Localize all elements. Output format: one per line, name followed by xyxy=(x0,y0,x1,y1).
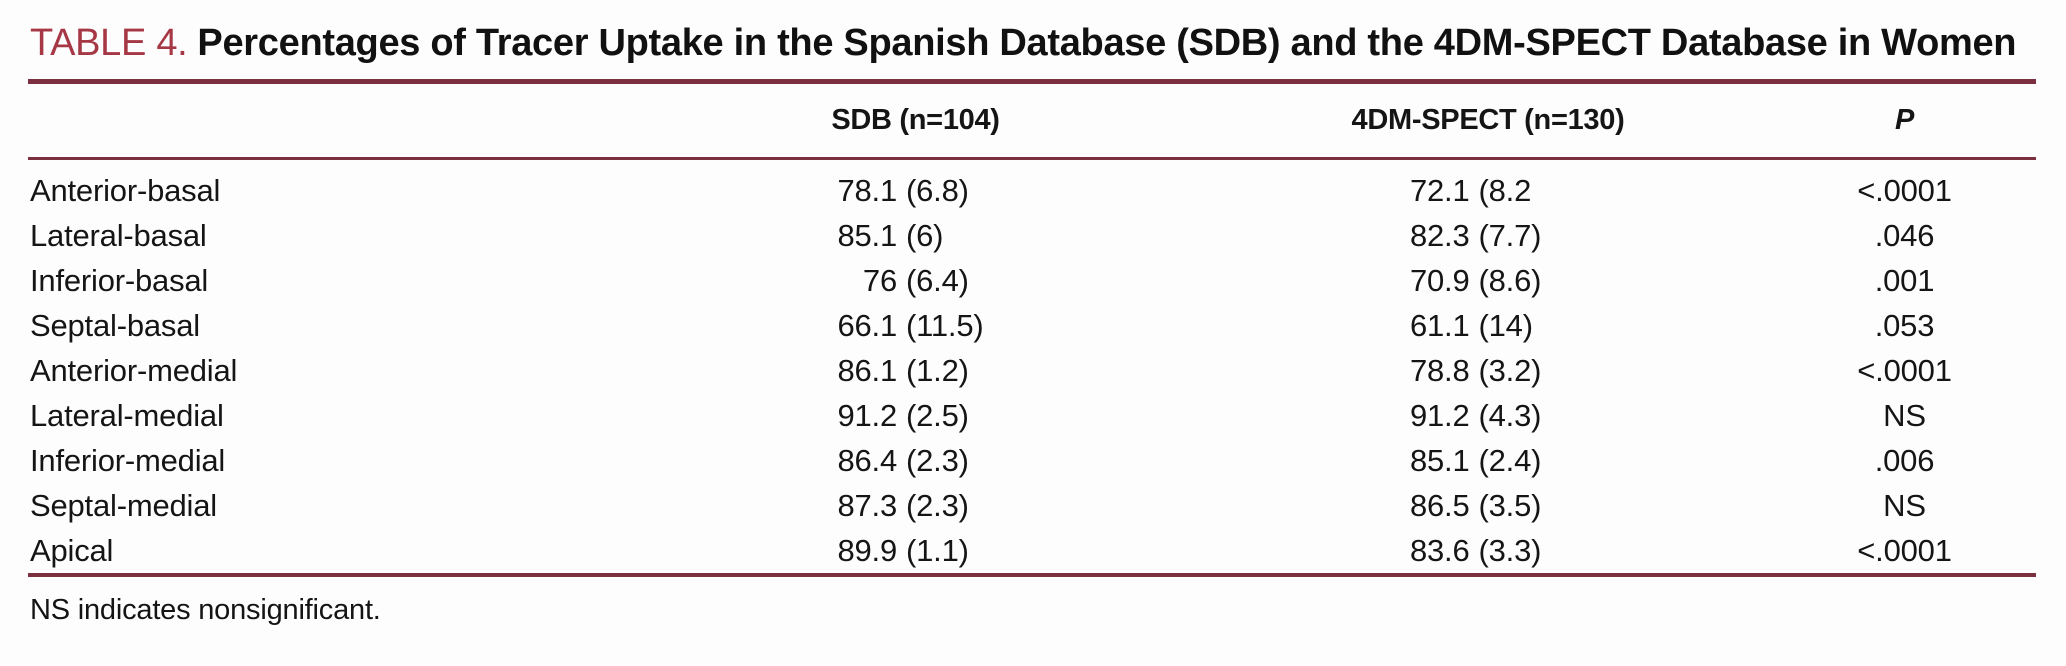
bottom-rule xyxy=(28,573,2036,577)
header-sdb: SDB (n=104) xyxy=(628,84,1203,160)
p-value: <.0001 xyxy=(1857,172,1952,208)
sdb-value: 78.1 (6.8) xyxy=(628,159,1203,214)
sdb-mean: 85.1 xyxy=(837,217,897,253)
header-region xyxy=(28,84,628,160)
sdb-sd: (11.5) xyxy=(906,307,984,343)
sdb-sd: (6.8) xyxy=(906,172,969,208)
sdb-mean: 87.3 xyxy=(837,487,897,523)
dm-sd: (4.3) xyxy=(1478,397,1542,433)
dm-sd: (3.2) xyxy=(1478,352,1542,388)
sdb-value: 86.1 (1.2) xyxy=(628,348,1203,393)
row-label: Septal-medial xyxy=(30,487,217,523)
sdb-value: 89.9 (1.1) xyxy=(628,528,1203,573)
dm-value: 78.8 (3.2) xyxy=(1203,348,1773,393)
p-value: .053 xyxy=(1874,307,1935,343)
sdb-mean: 86.1 xyxy=(837,352,897,388)
sdb-mean: 76 xyxy=(862,262,897,298)
sdb-mean: 89.9 xyxy=(837,532,897,568)
dm-value: 61.1 (14) xyxy=(1203,303,1773,348)
dm-value: 72.1 (8.2 xyxy=(1203,159,1773,214)
sdb-sd: (2.5) xyxy=(906,397,969,433)
table-title: Percentages of Tracer Uptake in the Span… xyxy=(197,22,2017,64)
dm-sd: (3.5) xyxy=(1478,487,1542,523)
sdb-value: 85.1 (6) xyxy=(628,213,1203,258)
dm-value: 91.2 (4.3) xyxy=(1203,393,1773,438)
sdb-value: 91.2 (2.5) xyxy=(628,393,1203,438)
sdb-sd: (6) xyxy=(906,217,944,253)
sdb-value: 86.4 (2.3) xyxy=(628,438,1203,483)
sdb-mean: 66.1 xyxy=(837,307,897,343)
dm-sd: (2.4) xyxy=(1478,442,1542,478)
tracer-uptake-table: SDB (n=104) 4DM-SPECT (n=130) P Anterior… xyxy=(28,84,2036,573)
row-label: Apical xyxy=(30,532,114,568)
dm-value: 85.1 (2.4) xyxy=(1203,438,1773,483)
p-value: .001 xyxy=(1874,262,1935,298)
dm-mean: 72.1 xyxy=(1409,172,1470,208)
footnote: NS indicates nonsignificant. xyxy=(30,594,381,626)
dm-mean: 82.3 xyxy=(1409,217,1470,253)
header-p-value: P xyxy=(1773,84,2036,160)
table-row: Septal-medial 87.3 (2.3) 86.5 (3.5) NS xyxy=(28,483,2036,528)
sdb-sd: (6.4) xyxy=(906,262,969,298)
sdb-sd: (1.2) xyxy=(906,352,969,388)
dm-sd: (8.2 xyxy=(1478,172,1532,208)
p-value: NS xyxy=(1883,397,1926,433)
dm-value: 86.5 (3.5) xyxy=(1203,483,1773,528)
p-value: <.0001 xyxy=(1857,352,1952,388)
sdb-mean: 78.1 xyxy=(837,172,897,208)
top-rule xyxy=(28,79,2036,84)
sdb-sd: (2.3) xyxy=(906,442,969,478)
sdb-value: 66.1 (11.5) xyxy=(628,303,1203,348)
p-value: .046 xyxy=(1874,217,1935,253)
table-row: Lateral-medial 91.2 (2.5) 91.2 (4.3) NS xyxy=(28,393,2036,438)
row-label: Lateral-medial xyxy=(30,397,224,433)
table-row: Inferior-basal 76 (6.4) 70.9 (8.6) .001 xyxy=(28,258,2036,303)
sdb-value: 87.3 (2.3) xyxy=(628,483,1203,528)
sdb-mean: 86.4 xyxy=(837,442,897,478)
p-italic: P xyxy=(1894,104,1915,136)
row-label: Lateral-basal xyxy=(30,217,207,253)
row-label: Inferior-medial xyxy=(30,442,226,478)
dm-sd: (8.6) xyxy=(1478,262,1542,298)
table-row: Anterior-basal 78.1 (6.8) 72.1 (8.2 <.0001 xyxy=(28,159,2036,214)
dm-mean: 83.6 xyxy=(1409,532,1470,568)
table-row: Anterior-medial 86.1 (1.2) 78.8 (3.2) <.00… xyxy=(28,348,2036,393)
dm-mean: 86.5 xyxy=(1409,487,1470,523)
row-label: Inferior-basal xyxy=(30,262,209,298)
p-value: NS xyxy=(1883,487,1926,523)
dm-sd: (3.3) xyxy=(1478,532,1542,568)
dm-mean: 61.1 xyxy=(1409,307,1470,343)
dm-mean: 78.8 xyxy=(1409,352,1470,388)
dm-value: 82.3 (7.7) xyxy=(1203,213,1773,258)
sdb-sd: (2.3) xyxy=(906,487,969,523)
p-value: <.0001 xyxy=(1857,532,1952,568)
dm-value: 70.9 (8.6) xyxy=(1203,258,1773,303)
sdb-value: 76 (6.4) xyxy=(628,258,1203,303)
table-caption: TABLE 4. Percentages of Tracer Uptake in … xyxy=(30,20,2040,66)
row-label: Septal-basal xyxy=(30,307,200,343)
dm-value: 83.6 (3.3) xyxy=(1203,528,1773,573)
dm-mean: 91.2 xyxy=(1409,397,1470,433)
dm-sd: (7.7) xyxy=(1478,217,1542,253)
table-number-label: TABLE 4. xyxy=(30,22,188,64)
sdb-sd: (1.1) xyxy=(906,532,969,568)
table-row: Lateral-basal 85.1 (6) 82.3 (7.7) .046 xyxy=(28,213,2036,258)
table-row: Septal-basal 66.1 (11.5) 61.1 (14) .053 xyxy=(28,303,2036,348)
header-row: SDB (n=104) 4DM-SPECT (n=130) P xyxy=(28,84,2036,160)
header-4dm-spect: 4DM-SPECT (n=130) xyxy=(1203,84,1773,160)
table-row: Inferior-medial 86.4 (2.3) 85.1 (2.4) .006 xyxy=(28,438,2036,483)
row-label: Anterior-basal xyxy=(30,172,221,208)
dm-sd: (14) xyxy=(1478,307,1534,343)
p-value: .006 xyxy=(1874,442,1935,478)
row-label: Anterior-medial xyxy=(30,352,238,388)
dm-mean: 85.1 xyxy=(1409,442,1470,478)
dm-mean: 70.9 xyxy=(1409,262,1470,298)
table-row: Apical 89.9 (1.1) 83.6 (3.3) <.0001 xyxy=(28,528,2036,573)
sdb-mean: 91.2 xyxy=(837,397,897,433)
